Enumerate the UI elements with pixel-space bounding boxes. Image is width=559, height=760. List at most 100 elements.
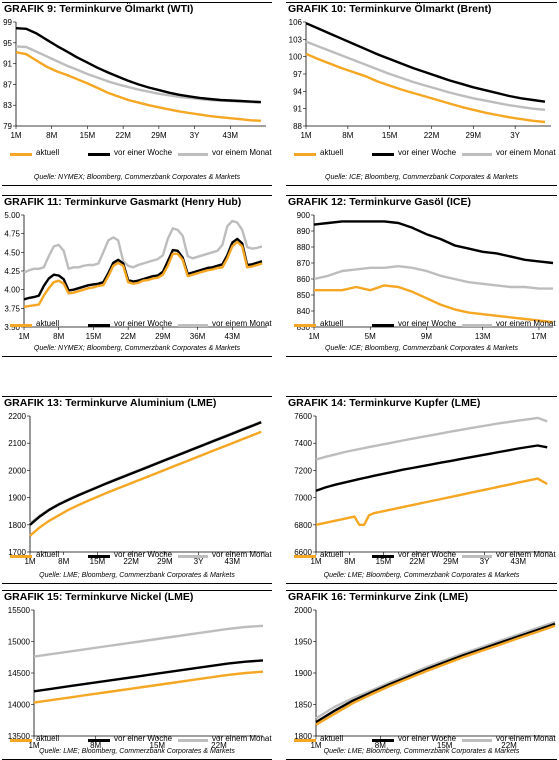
legend-label: aktuell bbox=[320, 319, 344, 328]
chart-svg: 88 91 94 97 100 103 106 1M 8M 15M 22M 29M 3Y bbox=[289, 18, 551, 140]
y-tick-label: 91 bbox=[3, 60, 12, 69]
chart-panel-5: GRAFIK 13: Terminkurve Aluminium (LME) 17… bbox=[2, 396, 272, 584]
legend-label: vor einem Monat bbox=[212, 319, 272, 328]
series-line-woche bbox=[15, 27, 261, 104]
panel-top-rule bbox=[2, 590, 272, 591]
y-tick-label: 2100 bbox=[8, 439, 26, 448]
x-tick-label: 43M bbox=[511, 557, 527, 566]
series-line-woche bbox=[23, 237, 263, 301]
series-line-aktuell bbox=[29, 430, 262, 537]
series-line-monat bbox=[313, 264, 553, 290]
legend-label: vor einem Monat bbox=[496, 734, 556, 743]
legend-swatch bbox=[88, 153, 110, 156]
legend-label: vor einer Woche bbox=[398, 734, 457, 743]
y-tick-label: 14500 bbox=[8, 669, 31, 678]
panel-bottom-rule bbox=[286, 583, 557, 584]
y-tick-label: 840 bbox=[297, 307, 311, 316]
legend-label: aktuell bbox=[36, 550, 60, 559]
panel-bottom-rule bbox=[2, 356, 272, 357]
y-tick-label: 1900 bbox=[294, 669, 312, 678]
y-tick-label: 7600 bbox=[294, 412, 312, 421]
legend-label: vor einem Monat bbox=[212, 550, 272, 559]
series-line-monat bbox=[15, 45, 261, 104]
chart-title: GRAFIK 12: Terminkurve Gasöl (ICE) bbox=[288, 196, 472, 208]
x-tick-label: 1M bbox=[310, 557, 321, 566]
chart-title: GRAFIK 11: Terminkurve Gasmarkt (Henry H… bbox=[4, 196, 242, 208]
series-line-monat bbox=[315, 416, 548, 461]
source-note: Quelle: NYMEX; Bloomberg, Commerzbank Co… bbox=[33, 174, 241, 181]
y-tick-label: 14000 bbox=[8, 701, 31, 710]
legend-swatch bbox=[88, 555, 110, 558]
x-tick-label: 1M bbox=[310, 741, 321, 750]
series-line-aktuell bbox=[15, 51, 261, 122]
series-line-aktuell bbox=[315, 477, 548, 527]
y-tick-label: 4.00 bbox=[4, 286, 20, 295]
series-line-woche bbox=[33, 659, 264, 693]
y-tick-label: 7200 bbox=[294, 466, 312, 475]
y-tick-label: 1800 bbox=[8, 521, 26, 530]
panel-top-rule bbox=[286, 2, 557, 3]
y-tick-label: 4.75 bbox=[4, 230, 20, 239]
panel-bottom-rule bbox=[286, 185, 557, 186]
chart-title: GRAFIK 14: Terminkurve Kupfer (LME) bbox=[288, 397, 481, 409]
legend-swatch bbox=[294, 324, 316, 327]
source-note: Quelle: NYMEX; Bloomberg, Commerzbank Co… bbox=[33, 345, 241, 352]
chart-svg: 1800 1850 1900 1950 2000 1M 8M 15M 22M bbox=[294, 606, 556, 750]
x-tick-label: 29M bbox=[443, 557, 459, 566]
y-tick-label: 13500 bbox=[8, 732, 31, 741]
legend-label: vor einem Monat bbox=[496, 148, 556, 157]
y-tick-label: 1950 bbox=[294, 638, 312, 647]
source-note: Quelle: LME; Bloomberg, Commerzbank Corp… bbox=[323, 748, 520, 755]
x-tick-label: 29M bbox=[155, 332, 171, 341]
x-tick-label: 8M bbox=[344, 557, 355, 566]
x-tick-label: 15M bbox=[150, 741, 166, 750]
x-tick-label: 15M bbox=[382, 131, 398, 140]
y-tick-label: 7000 bbox=[294, 494, 312, 503]
series-line-aktuell bbox=[315, 624, 556, 726]
y-tick-label: 7400 bbox=[294, 439, 312, 448]
y-tick-label: 83 bbox=[3, 101, 12, 110]
y-tick-label: 88 bbox=[293, 122, 302, 131]
y-tick-label: 3.50 bbox=[4, 323, 20, 332]
chart-panel-4: GRAFIK 12: Terminkurve Gasöl (ICE) 830 840… bbox=[286, 195, 557, 383]
series-line-woche bbox=[29, 421, 262, 526]
y-tick-label: 830 bbox=[297, 323, 311, 332]
chart-panel-1: GRAFIK 9: Terminkurve Ölmarkt (WTI) 79 83 8… bbox=[2, 2, 272, 190]
y-tick-label: 15000 bbox=[8, 638, 31, 647]
x-tick-label: 1M bbox=[10, 131, 21, 140]
chart-svg: 830 840 850 860 870 880 890 900 1M 5M 9M 13M 17M bbox=[297, 211, 554, 341]
x-tick-label: 22M bbox=[123, 557, 139, 566]
y-tick-label: 890 bbox=[297, 227, 311, 236]
y-tick-label: 900 bbox=[297, 211, 311, 220]
x-tick-label: 15M bbox=[376, 557, 392, 566]
panel-bottom-rule bbox=[2, 583, 272, 584]
chart-svg: 79 83 87 91 95 99 1M 8M 15M 22M 29M 3Y 43M bbox=[3, 18, 266, 140]
series-line-aktuell bbox=[305, 52, 546, 124]
y-tick-label: 103 bbox=[289, 35, 303, 44]
legend-swatch bbox=[372, 324, 394, 327]
legend-swatch bbox=[372, 555, 394, 558]
y-tick-label: 3.75 bbox=[4, 304, 20, 313]
series-line-woche bbox=[315, 444, 548, 492]
y-tick-label: 6800 bbox=[294, 521, 312, 530]
legend-label: aktuell bbox=[36, 734, 60, 743]
y-tick-label: 100 bbox=[289, 53, 303, 62]
y-tick-label: 79 bbox=[3, 122, 12, 131]
x-tick-label: 15M bbox=[90, 557, 106, 566]
legend-swatch bbox=[88, 324, 110, 327]
legend-label: aktuell bbox=[320, 550, 344, 559]
x-tick-label: 22M bbox=[424, 131, 440, 140]
x-tick-label: 29M bbox=[157, 557, 173, 566]
y-tick-label: 5.00 bbox=[4, 211, 20, 220]
legend-label: vor einem Monat bbox=[212, 148, 272, 157]
y-tick-label: 880 bbox=[297, 243, 311, 252]
x-tick-label: 8M bbox=[46, 131, 57, 140]
x-tick-label: 29M bbox=[466, 131, 482, 140]
y-tick-label: 850 bbox=[297, 291, 311, 300]
chart-title: GRAFIK 16: Terminkurve Zink (LME) bbox=[288, 591, 469, 603]
x-tick-label: 22M bbox=[115, 131, 131, 140]
legend-label: vor einem Monat bbox=[212, 734, 272, 743]
legend-label: vor einem Monat bbox=[496, 550, 556, 559]
chart-title: GRAFIK 10: Terminkurve Ölmarkt (Brent) bbox=[288, 3, 492, 15]
legend-swatch bbox=[178, 739, 208, 742]
